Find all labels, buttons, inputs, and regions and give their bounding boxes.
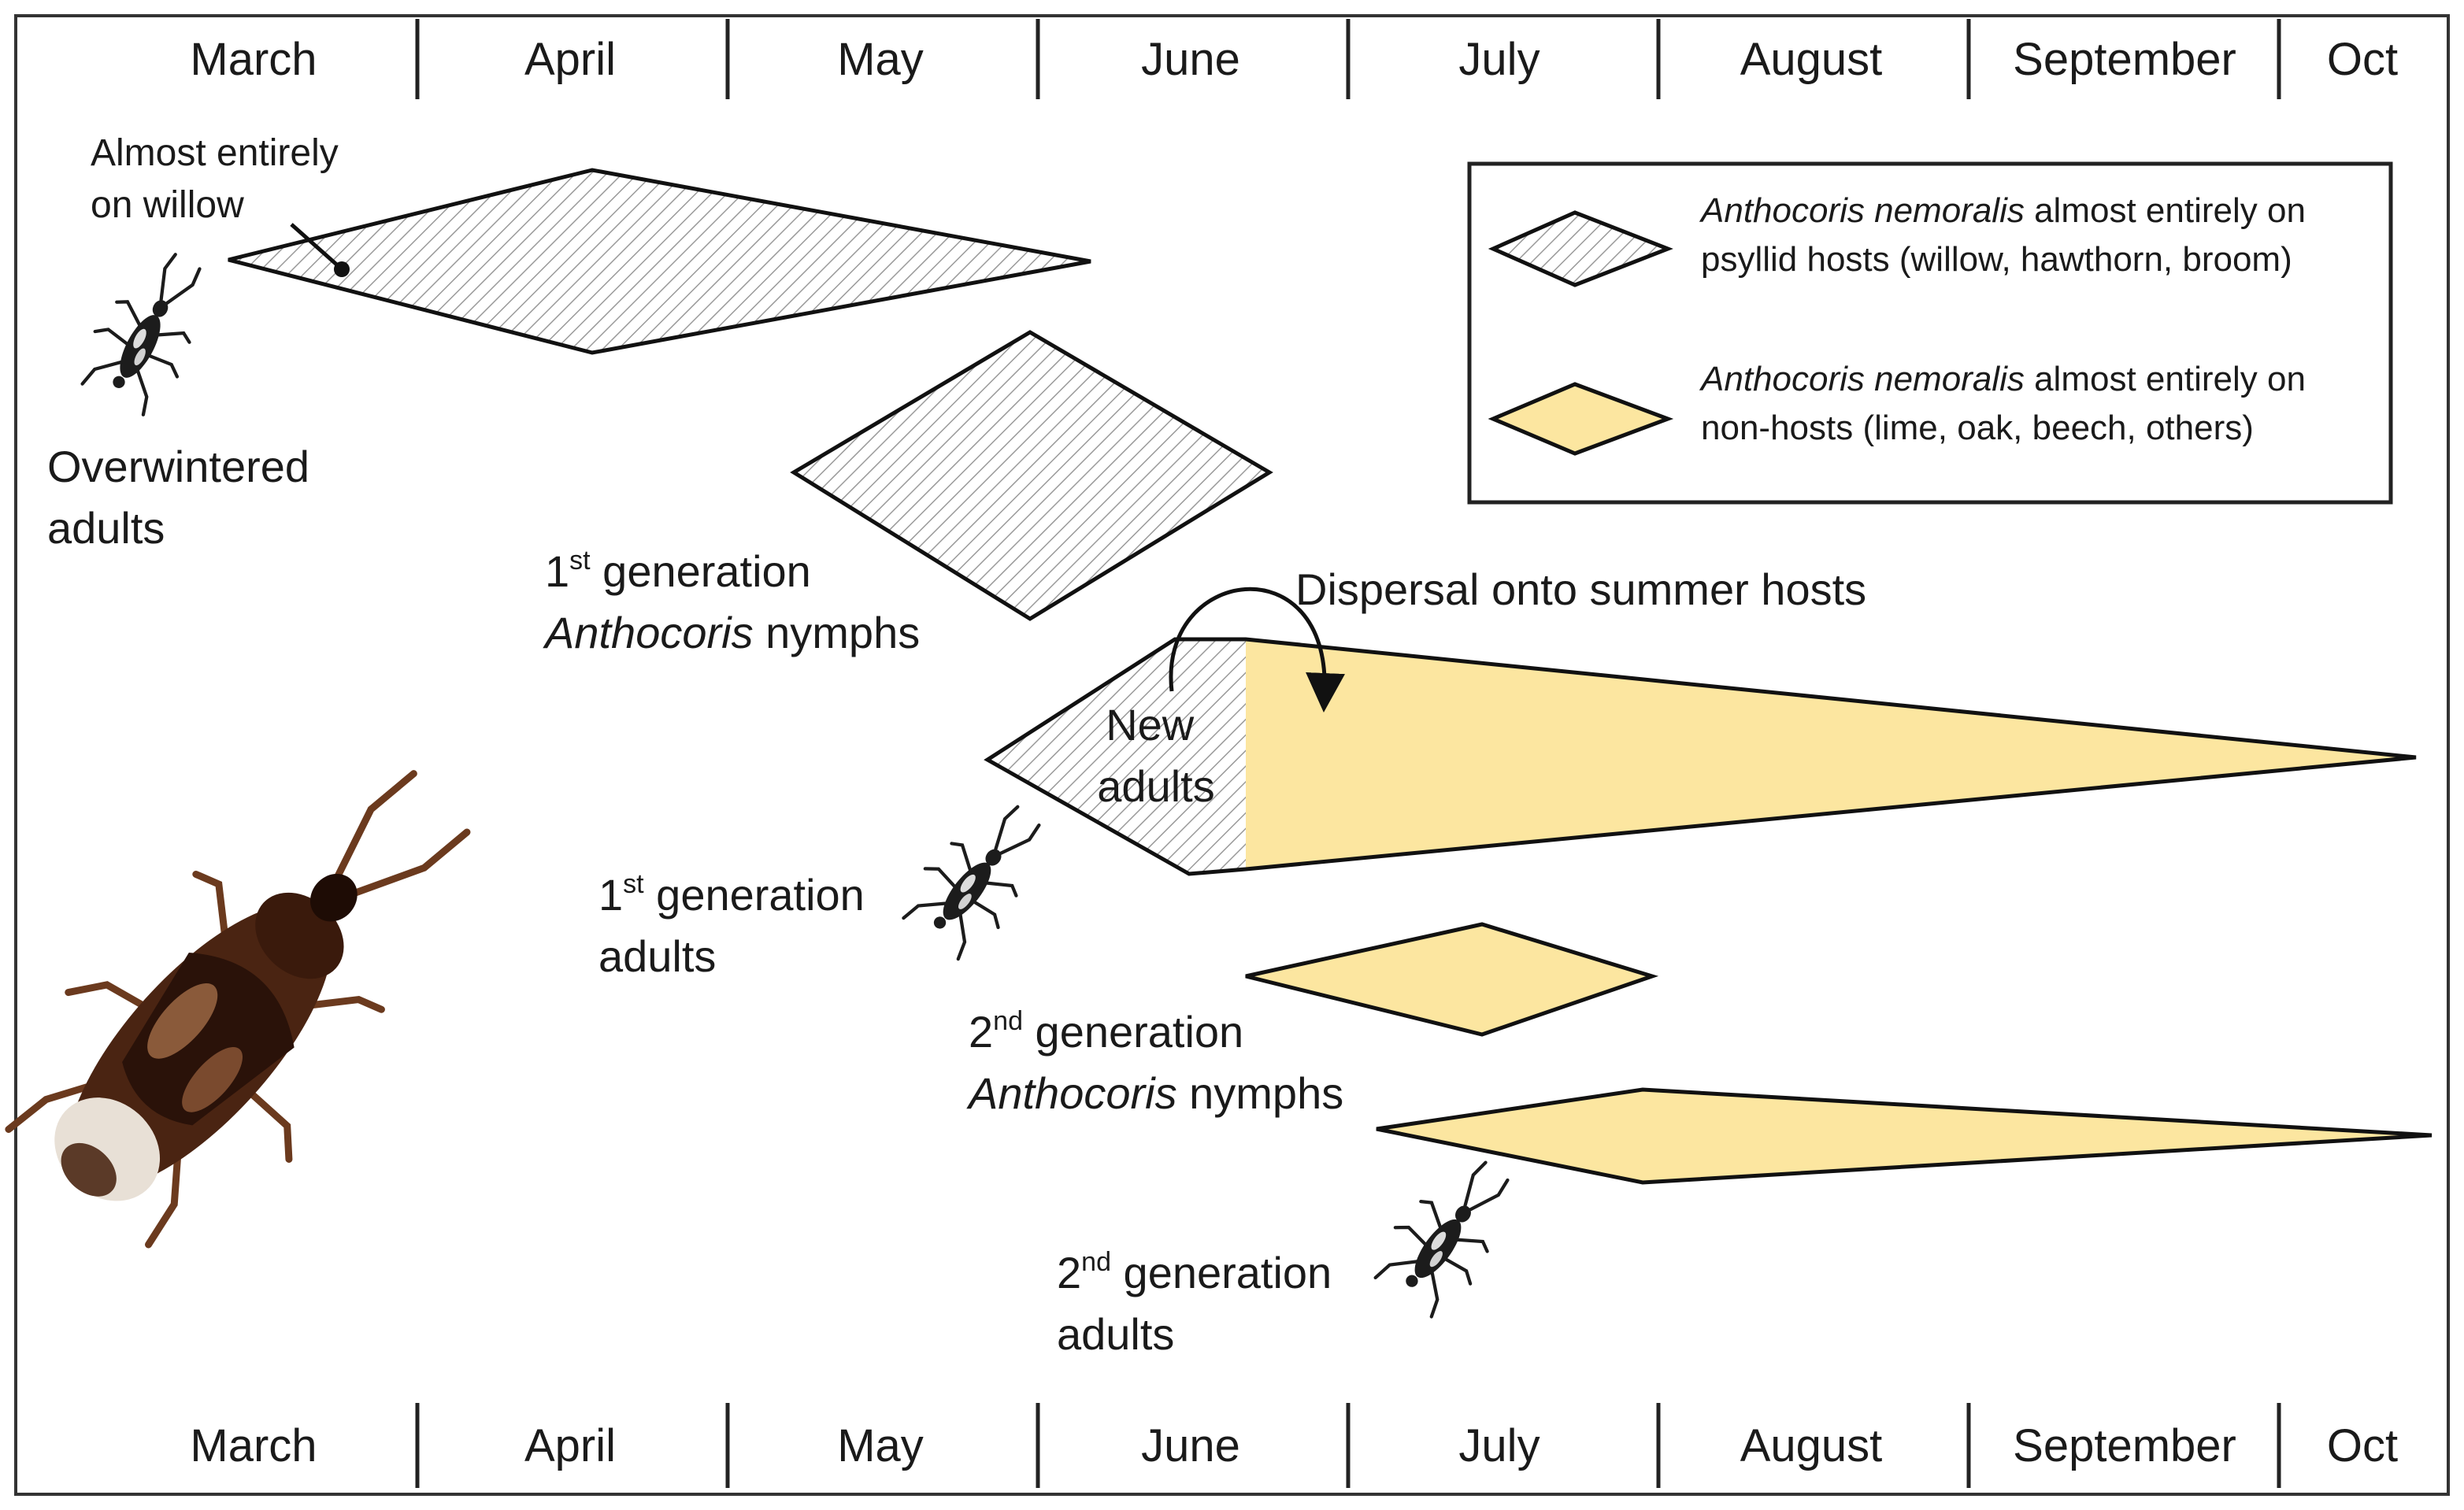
top-month-label: March bbox=[190, 34, 317, 85]
top-month-axis: March April May June July August Septemb… bbox=[190, 19, 2398, 99]
gen1-adults-label: 1st generation bbox=[598, 869, 865, 920]
top-month-label: Oct bbox=[2327, 34, 2398, 85]
gen2-nymphs-label: 2nd generation bbox=[969, 1006, 1243, 1057]
new-adults-label: New adults bbox=[1097, 700, 1214, 811]
top-month-label: September bbox=[2013, 34, 2236, 85]
legend-nonhost-swatch bbox=[1488, 382, 1674, 456]
dispersal-label: Dispersal onto summer hosts bbox=[1295, 564, 1866, 614]
willow-note: Almost entirely on willow bbox=[91, 132, 349, 226]
legend-box bbox=[1467, 161, 2393, 505]
legend-psyllid-text-1: Anthocoris nemoralis almost entirely on bbox=[1699, 191, 2306, 230]
anthocoris-bug-photo bbox=[5, 770, 471, 1249]
willow-pointer-line bbox=[290, 223, 342, 269]
bottom-month-axis: March April May June July August Septemb… bbox=[190, 1403, 2398, 1488]
legend-psyllid-swatch bbox=[1488, 210, 1673, 287]
top-month-label: May bbox=[837, 34, 924, 85]
gen1-adults-nonhost-phase bbox=[1246, 639, 2416, 869]
bottom-month-label: September bbox=[2013, 1420, 2236, 1471]
legend-nonhost-text-2: non-hosts (lime, oak, beech, others) bbox=[1701, 409, 2254, 447]
gen1-nymphs-diamond bbox=[790, 330, 1273, 621]
top-month-label: July bbox=[1458, 34, 1540, 85]
bottom-month-label: July bbox=[1458, 1420, 1540, 1471]
bottom-month-label: Oct bbox=[2327, 1420, 2398, 1471]
bottom-month-label: April bbox=[524, 1420, 616, 1471]
overwintered-adults-diamond bbox=[228, 168, 1091, 355]
willow-pointer-dot bbox=[334, 261, 350, 277]
overwintered-adults-label: Overwintered adults bbox=[47, 442, 322, 553]
gen1-adults-label-line2: adults bbox=[598, 931, 716, 981]
gen1-adults-outline bbox=[984, 637, 2417, 876]
top-month-label: August bbox=[1740, 34, 1883, 85]
legend-psyllid-text-2: psyllid hosts (willow, hawthorn, broom) bbox=[1701, 240, 2292, 279]
gen2-adults-shape bbox=[1376, 1087, 2433, 1185]
bottom-month-label: March bbox=[190, 1420, 317, 1471]
legend: Anthocoris nemoralis almost entirely on … bbox=[1467, 161, 2393, 505]
gen1-nymphs-label-line2: Anthocoris nymphs bbox=[543, 608, 920, 657]
bottom-month-label: June bbox=[1141, 1420, 1240, 1471]
bottom-month-label: May bbox=[837, 1420, 924, 1471]
gen2-nymphs-diamond bbox=[1245, 922, 1659, 1037]
gen2-adults-label-line2: adults bbox=[1057, 1309, 1174, 1359]
gen1-adults-psyllid-phase bbox=[987, 639, 1246, 874]
gen2-nymphs-label-line2: Anthocoris nymphs bbox=[966, 1068, 1343, 1118]
legend-nonhost-text-1: Anthocoris nemoralis almost entirely on bbox=[1699, 360, 2306, 398]
top-month-label: June bbox=[1141, 34, 1240, 85]
bottom-month-label: August bbox=[1740, 1420, 1883, 1471]
gen1-nymphs-label: 1st generation bbox=[545, 546, 811, 596]
top-month-label: April bbox=[524, 34, 616, 85]
dispersal-arrow bbox=[1169, 587, 1346, 712]
gen2-adults-label: 2nd generation bbox=[1057, 1247, 1332, 1297]
